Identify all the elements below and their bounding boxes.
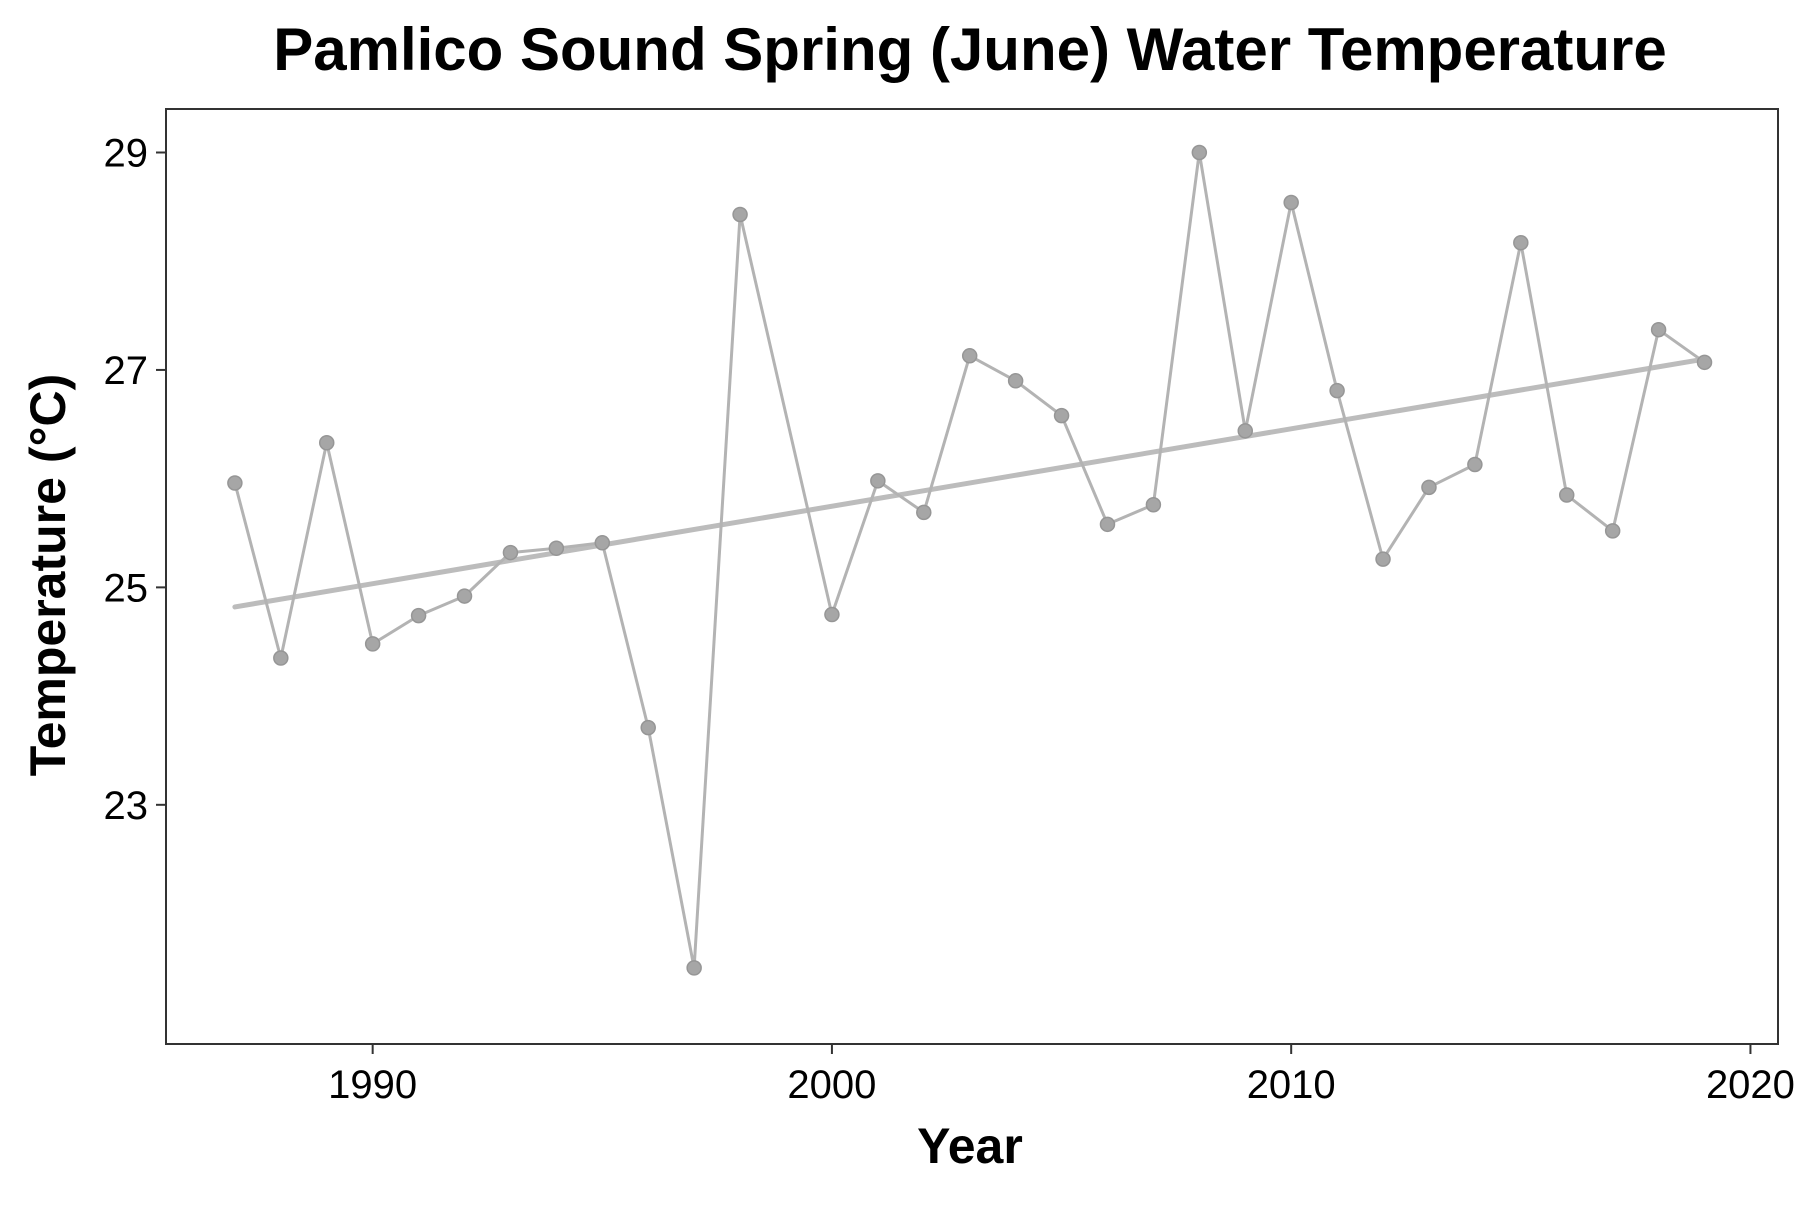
data-point-2006 — [1099, 516, 1116, 533]
data-point-2002 — [916, 504, 932, 521]
data-point-2011 — [1329, 382, 1345, 399]
data-point-2013 — [1421, 479, 1437, 496]
data-point-2014 — [1467, 456, 1483, 473]
data-point-1988 — [273, 650, 289, 666]
data-point-2016 — [1558, 487, 1575, 503]
data-point-1998 — [732, 206, 748, 223]
data-point-1993 — [502, 544, 519, 561]
data-point-2019 — [1696, 354, 1713, 371]
data-point-2010 — [1283, 194, 1299, 211]
data-point-1994 — [548, 540, 565, 556]
x-tick-label-2020: 2020 — [1706, 1063, 1795, 1107]
x-axis-title: Year — [917, 1118, 1023, 1174]
series-line-0 — [233, 151, 1706, 970]
chart-title: Pamlico Sound Spring (June) Water Temper… — [273, 16, 1667, 83]
data-point-1989 — [318, 435, 335, 451]
data-point-1997 — [686, 960, 702, 976]
data-point-2008 — [1191, 144, 1208, 161]
data-point-2003 — [961, 348, 978, 364]
data-point-2018 — [1650, 321, 1667, 338]
x-tick-label-2010: 2010 — [1247, 1063, 1336, 1107]
plot-area: 1990 2000 2010 2020 23 25 27 29 — [104, 108, 1795, 1107]
data-point-1992 — [456, 588, 473, 604]
data-point-2012 — [1375, 551, 1391, 567]
data-point-1991 — [410, 607, 427, 624]
y-tick-label-29: 29 — [104, 131, 149, 175]
data-point-1987 — [227, 475, 243, 491]
data-point-1990 — [364, 636, 381, 652]
y-axis-title: Temperature (°C) — [20, 374, 76, 776]
data-point-2007 — [1145, 496, 1162, 513]
data-point-2009 — [1237, 423, 1254, 439]
x-tick-label-2000: 2000 — [787, 1063, 876, 1107]
data-point-1995 — [594, 535, 611, 551]
y-tick-label-25: 25 — [104, 566, 149, 610]
data-point-2001 — [870, 473, 886, 489]
data-point-2015 — [1513, 234, 1529, 251]
data-point-2005 — [1053, 407, 1070, 424]
data-point-1996 — [640, 719, 656, 736]
x-tick-label-1990: 1990 — [328, 1063, 417, 1107]
data-point-2017 — [1604, 523, 1621, 539]
plot-frame — [165, 108, 1779, 1045]
data-point-2000 — [824, 606, 840, 623]
data-point-2004 — [1007, 373, 1024, 389]
y-tick-label-27: 27 — [104, 349, 149, 393]
y-tick-label-23: 23 — [104, 784, 149, 828]
trend-line — [232, 356, 1708, 610]
